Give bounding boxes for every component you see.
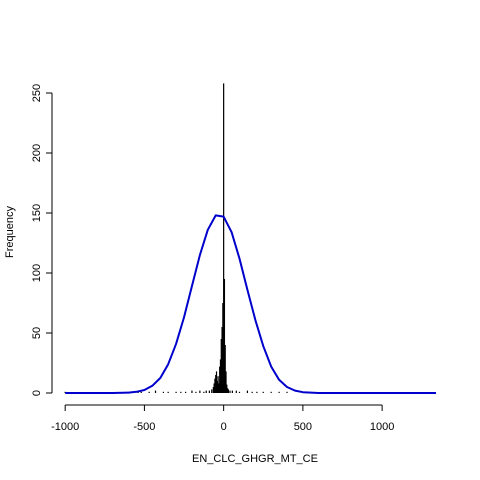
histogram-bars (64, 83, 288, 394)
y-tick-label: 200 (31, 144, 43, 162)
x-axis-title: EN_CLC_GHGR_MT_CE (192, 453, 318, 465)
x-tick-label: 0 (221, 421, 227, 433)
histogram-bar (226, 384, 228, 393)
y-tick-label: 250 (31, 84, 43, 102)
histogram-bar (262, 391, 264, 393)
histogram-bar (203, 391, 205, 393)
y-tick-label: 50 (31, 327, 43, 339)
histogram-bar (205, 390, 207, 393)
histogram-bar (223, 279, 226, 393)
histogram-bar (195, 391, 197, 393)
histogram-bar (224, 345, 226, 393)
histogram-bar (218, 383, 220, 393)
histogram-bar (246, 390, 249, 393)
histogram-bar (225, 371, 227, 393)
histogram-bar (215, 371, 218, 393)
histogram-bar (148, 391, 150, 393)
histogram-bar (154, 390, 157, 393)
histogram-bar (213, 383, 215, 393)
histogram-bar (167, 391, 169, 393)
normal-density-curve (65, 214, 436, 394)
histogram-bar (219, 359, 222, 393)
histogram-bar (223, 83, 225, 394)
histogram-bar (215, 375, 217, 393)
histogram-bar (175, 391, 177, 393)
normal-curve-layer (65, 214, 436, 394)
histogram-bar (235, 390, 237, 393)
histogram-bar (214, 378, 216, 393)
x-tick-label: -1000 (51, 421, 79, 433)
histogram-bar (212, 387, 214, 393)
histogram-bar (238, 391, 241, 393)
histogram-bar (211, 389, 213, 393)
histogram-bar (140, 391, 142, 393)
histogram-bar (220, 339, 222, 393)
histogram-bar (256, 391, 258, 393)
histogram-bar (251, 391, 253, 393)
histogram-bar (216, 381, 218, 393)
histogram-bar (227, 389, 229, 393)
histogram-bar (229, 390, 231, 393)
histogram-bar (219, 366, 221, 393)
histogram-bar (227, 388, 229, 393)
histogram-bar (185, 391, 187, 393)
y-tick-label: 150 (31, 204, 43, 222)
histogram-bar (221, 327, 223, 393)
histogram-bar (278, 391, 280, 393)
histogram-bar (64, 391, 66, 393)
histogram-bar (231, 390, 233, 393)
x-tick-label: 500 (294, 421, 312, 433)
x-tick-label: -500 (133, 421, 155, 433)
y-tick-label: 100 (31, 264, 43, 282)
histogram-bar (217, 376, 219, 393)
y-tick-label: 0 (31, 390, 43, 396)
histogram-bar (199, 390, 201, 393)
x-tick-label: 1000 (370, 421, 394, 433)
histogram-bar (208, 390, 210, 393)
histogram-bar (222, 303, 224, 393)
x-axis: -1000 -500 0 500 1000 (51, 404, 394, 433)
histogram-bar (270, 391, 272, 393)
y-axis-title: Frequency (4, 206, 16, 258)
histogram-bar (162, 391, 165, 393)
histogram-bar (286, 391, 288, 393)
histogram-bar (191, 390, 193, 393)
y-axis: 0 50 100 150 200 250 (31, 84, 53, 396)
histogram-bar (180, 391, 182, 393)
